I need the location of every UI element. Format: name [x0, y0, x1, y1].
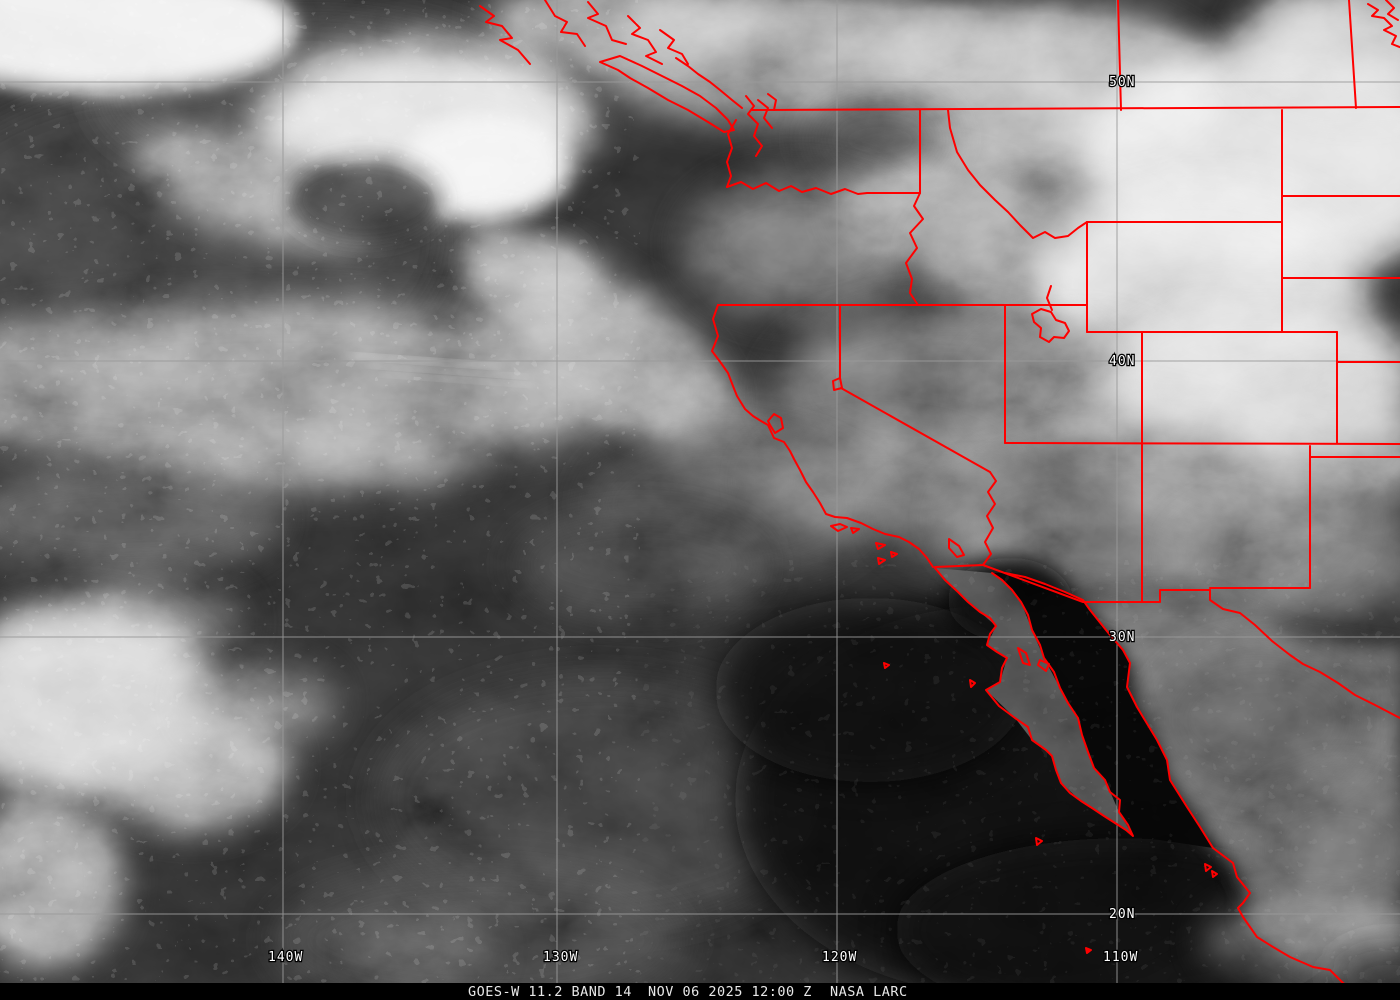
- washington-coast: [726, 119, 737, 188]
- mexican-mainland-coast: [1004, 572, 1345, 983]
- label-lon-130w: 130W: [543, 950, 578, 965]
- border-37n: [1004, 442, 1400, 445]
- caption-instrument: GOES-W 11.2 BAND 14: [468, 984, 632, 1000]
- label-lat-30n: 30N: [1109, 630, 1135, 645]
- label-lon-110w: 110W: [1103, 950, 1138, 965]
- manitoba-lakes: [1367, 0, 1400, 49]
- california-nevada-border: [839, 304, 991, 473]
- isla-margarita: [1035, 837, 1043, 846]
- islas-marias: [1204, 863, 1218, 878]
- san-francisco-bay: [767, 413, 784, 434]
- california-coast: [711, 304, 934, 568]
- california-mexico-border: [934, 564, 984, 568]
- gulf-islands: [1017, 647, 1050, 672]
- channel-islands: [830, 523, 898, 565]
- us-canada-border-49n: [751, 106, 1400, 111]
- rio-grande: [1209, 589, 1400, 719]
- vancouver-island: [599, 55, 735, 133]
- label-lat-40n: 40N: [1109, 354, 1135, 369]
- columbia-river-border: [726, 181, 921, 195]
- colorado-river-border: [982, 471, 997, 566]
- snake-river-border: [905, 192, 924, 306]
- us-mexico-border: [982, 564, 1211, 603]
- salton-sea: [948, 538, 965, 558]
- puget-sound: [745, 93, 777, 157]
- lake-tahoe: [832, 377, 843, 391]
- grid-labels: 50N 40N 30N 20N 140W 130W 120W 110W: [267, 74, 1139, 967]
- label-lon-120w: 120W: [822, 950, 857, 965]
- island-dot-110w: [1085, 947, 1092, 954]
- guadalupe-island: [883, 662, 890, 669]
- great-salt-lake: [1031, 285, 1070, 343]
- map-boundary-overlay: [479, 0, 1400, 983]
- saskatchewan-manitoba-border: [1348, 0, 1357, 109]
- alberta-saskatchewan-border: [1117, 0, 1122, 111]
- caption-bar: GOES-W 11.2 BAND 14 NOV 06 2025 12:00 Z …: [0, 983, 1400, 1000]
- caption-credit: NASA LARC: [830, 984, 908, 1000]
- idaho-montana-border: [947, 109, 1088, 239]
- british-columbia-fjord-coast: [479, 0, 743, 109]
- baja-california-coast: [934, 567, 1134, 837]
- label-lat-50n: 50N: [1109, 75, 1135, 90]
- label-lon-140w: 140W: [268, 950, 303, 965]
- cedros-island: [969, 679, 976, 688]
- caption-datetime: NOV 06 2025 12:00 Z: [648, 984, 812, 1000]
- label-lat-20n: 20N: [1109, 907, 1135, 922]
